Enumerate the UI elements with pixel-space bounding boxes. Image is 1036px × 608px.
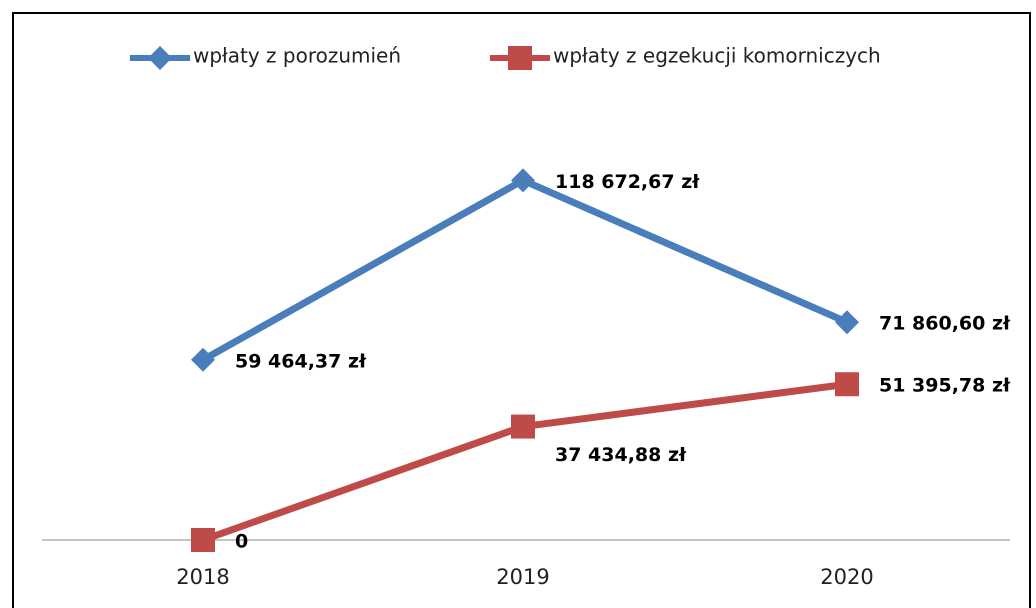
- data-label: 51 395,78 zł: [879, 375, 1011, 397]
- data-label: 59 464,37 zł: [235, 350, 367, 372]
- legend-label: wpłaty z porozumień: [193, 44, 401, 68]
- marker: [511, 414, 535, 439]
- chart-frame: [12, 12, 1031, 608]
- x-tick-label: 2018: [176, 565, 229, 589]
- x-tick-label: 2020: [820, 565, 873, 589]
- marker: [835, 372, 859, 397]
- marker: [511, 168, 535, 193]
- marker: [835, 310, 859, 335]
- data-label: 118 672,67 zł: [555, 171, 700, 193]
- x-tick-label: 2019: [496, 565, 549, 589]
- data-label: 37 434,88 zł: [555, 444, 687, 466]
- data-label: 0: [235, 531, 248, 553]
- marker: [191, 347, 215, 372]
- marker: [191, 528, 215, 552]
- data-label: 71 860,60 zł: [879, 313, 1011, 335]
- marker: [148, 46, 172, 70]
- marker: [508, 46, 532, 70]
- legend-label: wpłaty z egzekucji komorniczych: [553, 44, 881, 68]
